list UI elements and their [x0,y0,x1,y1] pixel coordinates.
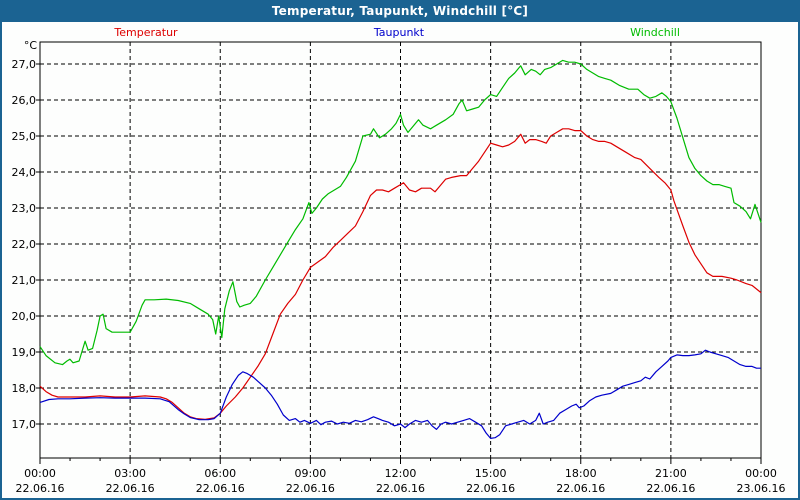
title-bar: Temperatur, Taupunkt, Windchill [°C] [0,0,800,22]
legend-item-temperatur: Temperatur [114,26,178,39]
x-tick-time-label: 00:00 [745,467,777,480]
y-tick-label: 26,0 [12,94,37,107]
x-tick-time-label: 09:00 [295,467,327,480]
legend-item-taupunkt: Taupunkt [373,26,425,39]
x-tick-date-label: 22.06.16 [646,482,695,495]
x-tick-time-label: 18:00 [565,467,597,480]
x-tick-date-label: 22.06.16 [286,482,335,495]
y-tick-label: 22,0 [12,238,37,251]
x-tick-date-label: 22.06.16 [106,482,155,495]
y-axis-unit-label: °C [24,39,38,52]
x-tick-date-label: 22.06.16 [16,482,65,495]
y-tick-label: 20,0 [12,310,37,323]
x-tick-time-label: 21:00 [655,467,687,480]
x-tick-time-label: 03:00 [114,467,146,480]
x-tick-date-label: 22.06.16 [376,482,425,495]
legend-item-windchill: Windchill [630,26,680,39]
y-tick-label: 19,0 [12,346,37,359]
series-line-taupunkt [39,349,761,439]
x-tick-date-label: 22.06.16 [196,482,245,495]
x-tick-date-label: 22.06.16 [556,482,605,495]
y-tick-label: 25,0 [12,130,37,143]
x-tick-time-label: 12:00 [385,467,417,480]
series-line-windchill [39,59,762,366]
x-tick-date-label: 23.06.16 [737,482,786,495]
window-title: Temperatur, Taupunkt, Windchill [°C] [271,4,529,18]
x-tick-date-label: 22.06.16 [466,482,515,495]
y-tick-label: 24,0 [12,166,37,179]
y-tick-label: 23,0 [12,202,37,215]
series-line-temperatur [39,128,762,420]
x-tick-time-label: 15:00 [475,467,507,480]
y-tick-label: 27,0 [12,58,37,71]
plot-border [39,41,762,459]
y-tick-label: 17,0 [12,418,37,431]
x-tick-time-label: 00:00 [24,467,56,480]
y-tick-label: 21,0 [12,274,37,287]
y-tick-label: 18,0 [12,382,37,395]
x-tick-time-label: 06:00 [204,467,236,480]
